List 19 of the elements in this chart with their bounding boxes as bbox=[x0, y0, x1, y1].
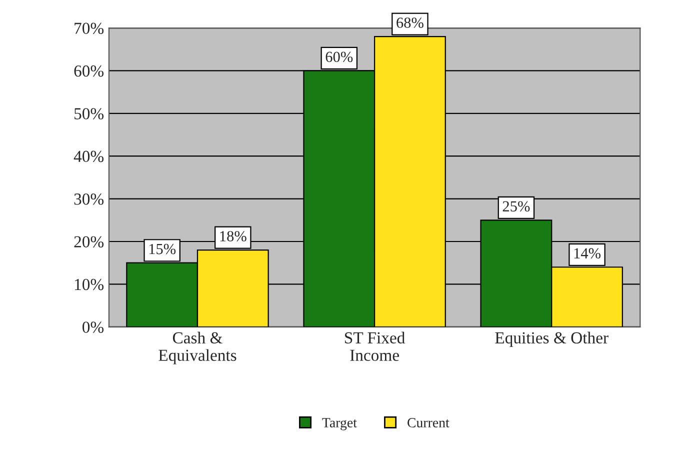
x-tick-label: ST Fixed Income bbox=[345, 332, 405, 361]
y-tick-label: 40% bbox=[74, 150, 104, 162]
legend-label: Current bbox=[408, 418, 450, 428]
y-tick-label: 30% bbox=[74, 194, 104, 205]
y-tick-label: 0% bbox=[82, 322, 104, 333]
y-tick-label: 50% bbox=[74, 108, 104, 120]
y-tick-label: 70% bbox=[74, 22, 104, 34]
x-tick-label: Cash & Equivalents bbox=[158, 332, 236, 364]
data-label: 68% bbox=[396, 18, 424, 28]
y-tick-label: 20% bbox=[74, 236, 104, 248]
legend-label: Target bbox=[322, 418, 357, 430]
x-tick-label: Equities & Other bbox=[495, 332, 608, 347]
data-label: 60% bbox=[326, 52, 353, 62]
data-label: 15% bbox=[149, 244, 176, 254]
data-label: 14% bbox=[574, 248, 601, 259]
y-tick-label: 10% bbox=[75, 278, 104, 290]
data-label: 25% bbox=[502, 201, 530, 212]
data-label: 18% bbox=[220, 231, 246, 242]
y-tick-label: 60% bbox=[74, 65, 104, 77]
